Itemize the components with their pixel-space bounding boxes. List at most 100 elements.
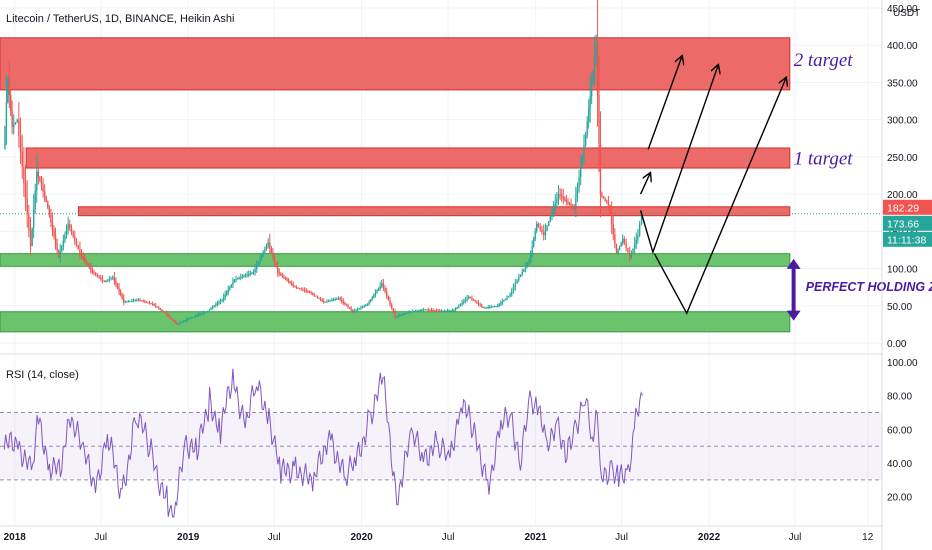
price-candle-body: [202, 312, 205, 314]
price-candle-body: [257, 262, 260, 266]
price-candle-body: [208, 309, 211, 311]
price-candle-body: [101, 279, 104, 281]
price-candle-body: [39, 176, 41, 182]
price-candle-body: [276, 267, 279, 273]
price-candle-body: [501, 301, 504, 303]
price-candle-body: [153, 304, 155, 306]
price-candle-body: [539, 226, 541, 230]
price-candle-body: [247, 274, 250, 276]
price-candle-body: [62, 240, 65, 247]
price-candle-body: [381, 283, 383, 286]
holding-zone-label: PERFECT HOLDING ZONE: [806, 280, 932, 294]
price-candle-body: [568, 203, 571, 205]
price-candle-body: [397, 315, 399, 317]
price-candle-body: [484, 307, 486, 309]
price-candle-body: [281, 274, 284, 277]
price-candle-body: [270, 247, 273, 253]
price-candle-body: [180, 322, 183, 324]
price-candle-body: [112, 277, 114, 279]
price-candle-body: [554, 203, 556, 208]
price-tick-label: 350.00: [887, 78, 918, 89]
price-candle-body: [592, 70, 594, 84]
price-candle-body: [42, 186, 44, 192]
price-badge-label: 11:11:38: [887, 234, 926, 246]
price-candle-body: [414, 310, 417, 312]
price-badge-label: 182.29: [887, 202, 919, 214]
price-candle-body: [219, 301, 222, 303]
price-candle-body: [454, 308, 457, 311]
support-zone: [0, 253, 791, 267]
price-pane[interactable]: 2 target 1 target PERFECT HOLDING ZONE: [0, 0, 932, 354]
price-candle-body: [368, 301, 370, 305]
price-candle-body: [524, 266, 527, 270]
rsi-tick-label: 60.00: [887, 425, 912, 436]
price-candle-body: [229, 287, 231, 290]
price-candle-body: [23, 167, 25, 183]
price-candle-body: [226, 292, 228, 295]
price-candle-body: [197, 314, 200, 316]
price-candle-body: [11, 110, 13, 128]
price-candle-body: [596, 45, 599, 95]
price-candle-body: [64, 235, 66, 241]
price-candle-body: [387, 296, 390, 301]
price-candle-body: [331, 299, 333, 301]
price-candle-body: [221, 299, 223, 302]
price-candle-body: [303, 290, 306, 292]
holding-zone-arrow-down: [786, 310, 801, 321]
price-candle-body: [334, 299, 336, 301]
price-unit-label: USDT: [893, 8, 920, 19]
price-candle-body: [100, 277, 102, 280]
price-candle-body: [298, 288, 301, 290]
price-candle-body: [139, 299, 141, 301]
price-candle-body: [551, 212, 553, 217]
price-candle-body: [435, 310, 438, 312]
price-candle-body: [246, 274, 248, 276]
price-candle-body: [543, 232, 545, 236]
price-candle-body: [67, 223, 69, 230]
price-candle-body: [463, 301, 465, 303]
price-candle-body: [69, 223, 71, 229]
price-candle-body: [534, 231, 536, 239]
price-candle-body: [193, 316, 195, 318]
price-candle-body: [356, 309, 359, 311]
price-candle-body: [87, 262, 89, 266]
price-candle-body: [118, 288, 120, 292]
resistance-zone: [25, 147, 791, 169]
price-candle-body: [137, 299, 140, 301]
price-candle-body: [504, 298, 507, 301]
price-candle-body: [557, 194, 560, 199]
price-candle-body: [227, 289, 229, 293]
price-candle-body: [583, 145, 585, 156]
price-candle-body: [630, 252, 633, 258]
price-tick-label: 300.00: [887, 116, 918, 127]
price-candle-body: [604, 198, 606, 201]
price-candle-body: [618, 246, 621, 250]
price-candle-body: [213, 305, 215, 307]
price-candle-body: [469, 296, 472, 299]
price-candle-body: [406, 312, 409, 314]
price-candle-body: [559, 194, 561, 196]
price-candle-body: [326, 301, 328, 303]
price-candle-body: [405, 313, 407, 315]
price-candle-body: [537, 223, 540, 227]
price-candle-body: [369, 299, 372, 302]
price-candle-body: [430, 309, 433, 311]
price-candle-body: [625, 243, 627, 249]
rsi-axis[interactable]: 100.00 80.00 60.00 40.00 20.00: [887, 358, 918, 504]
price-candle-body: [340, 299, 343, 302]
price-candle-body: [134, 300, 136, 302]
price-candle-body: [400, 314, 403, 316]
time-axis[interactable]: 2018 Jul 2019 Jul 2020 Jul 2021 Jul 2022 Jul 12: [0, 525, 882, 543]
price-candle-body: [439, 310, 441, 312]
price-candle-body: [19, 135, 22, 152]
price-candle-body: [352, 310, 354, 312]
rsi-pane[interactable]: [0, 356, 882, 525]
price-candle-body: [51, 222, 54, 230]
price-candle-body: [183, 320, 186, 322]
price-candle-body: [123, 298, 125, 303]
price-candle-body: [313, 294, 315, 296]
price-candle-body: [75, 240, 78, 246]
price-candle-body: [615, 243, 618, 254]
price-candle-body: [236, 278, 239, 280]
price-candle-body: [632, 248, 634, 253]
